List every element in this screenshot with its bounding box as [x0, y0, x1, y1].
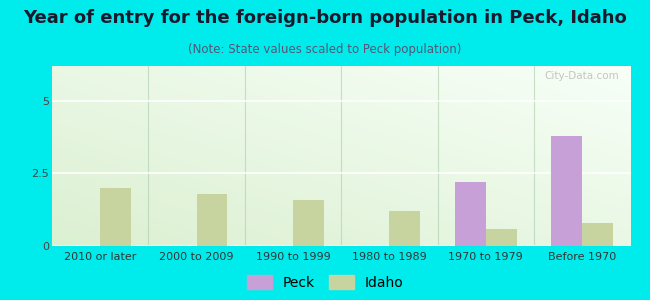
Bar: [455, 182, 486, 246]
Bar: [551, 136, 582, 246]
Legend: Peck, Idaho: Peck, Idaho: [246, 275, 404, 290]
Bar: [582, 223, 613, 246]
Text: (Note: State values scaled to Peck population): (Note: State values scaled to Peck popul…: [188, 44, 462, 56]
Bar: [196, 194, 227, 246]
Bar: [389, 211, 421, 246]
Bar: [100, 188, 131, 246]
Text: City-Data.com: City-Data.com: [544, 71, 619, 81]
Text: Year of entry for the foreign-born population in Peck, Idaho: Year of entry for the foreign-born popul…: [23, 9, 627, 27]
Bar: [293, 200, 324, 246]
Bar: [486, 229, 517, 246]
